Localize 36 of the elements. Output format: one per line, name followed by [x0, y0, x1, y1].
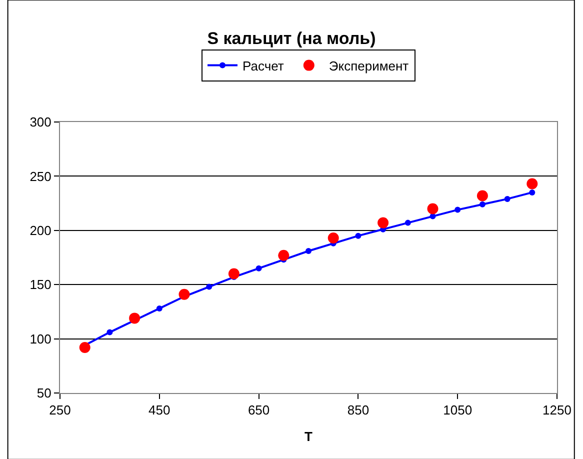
point	[328, 232, 339, 244]
point	[278, 250, 290, 261]
legend-label: Эксперимент	[328, 58, 409, 74]
point	[106, 329, 113, 336]
point	[454, 206, 461, 213]
point	[306, 248, 312, 254]
point	[476, 190, 488, 202]
point	[156, 305, 162, 312]
point	[526, 178, 538, 190]
x-tick-label: 1050	[443, 402, 472, 418]
point	[178, 288, 190, 300]
point	[504, 196, 510, 202]
point	[206, 284, 212, 290]
point	[129, 312, 140, 324]
y-tick-label: 300	[30, 114, 52, 130]
point	[404, 220, 411, 226]
point	[256, 265, 262, 272]
y-tick-label: 200	[30, 222, 52, 238]
point	[355, 232, 362, 239]
point	[427, 203, 438, 214]
y-tick-label: 250	[30, 168, 52, 184]
x-axis-title: T	[304, 429, 313, 444]
x-tick-label: 250	[49, 402, 71, 418]
y-tick-label: 150	[30, 277, 52, 292]
y-tick-label: 100	[30, 331, 52, 346]
legend-label: Расчет	[242, 58, 284, 74]
point	[79, 342, 90, 353]
x-tick-label: 850	[347, 402, 370, 418]
x-tick-label: 1250	[542, 402, 572, 418]
x-tick-label: 450	[148, 402, 170, 418]
chart-title: S кальцит (на моль)	[207, 29, 376, 48]
point	[378, 217, 389, 228]
y-tick-label: 50	[36, 386, 52, 401]
point	[529, 189, 536, 196]
x-tick-label: 650	[248, 402, 270, 418]
point	[479, 201, 486, 208]
